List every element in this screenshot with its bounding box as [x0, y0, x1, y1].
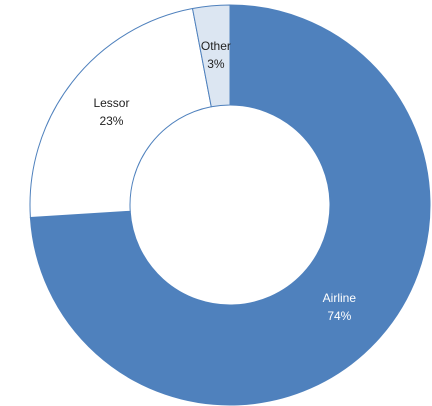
donut-slice — [29, 4, 431, 406]
slice-label: Lessor — [93, 96, 129, 110]
slice-value-label: 74% — [327, 309, 351, 323]
donut-slice — [191, 4, 231, 108]
slice-value-label: 3% — [207, 57, 225, 71]
slice-label: Other — [201, 39, 231, 53]
donut-slice — [29, 7, 212, 219]
slice-value-label: 23% — [99, 114, 123, 128]
slice-label: Airline — [323, 291, 357, 305]
